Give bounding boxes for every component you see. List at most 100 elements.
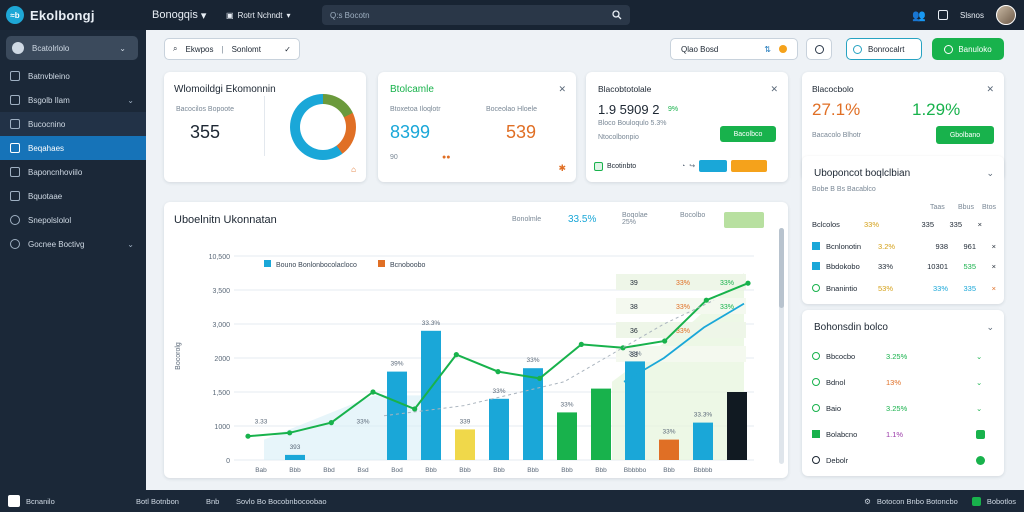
bar-label: 339 — [460, 418, 471, 425]
filter-dropdown[interactable]: ⌕ Ekwpos | Sonlomt ✓ — [164, 38, 300, 60]
chevron-down-icon[interactable]: ⌄ — [986, 322, 994, 332]
breakdown-panel: Bohonsdin bolco ⌄ Bbcocbo 3.25% ⌄ Bdnol … — [802, 310, 1004, 476]
avatar[interactable] — [996, 5, 1016, 25]
sidebar-item-6[interactable]: Snepolslolol — [0, 208, 146, 232]
settings-icon[interactable]: ⚙ — [864, 496, 871, 506]
home-icon[interactable]: ⌂ — [351, 165, 356, 174]
window-icon[interactable] — [937, 10, 948, 20]
chevron-down-icon: ⌄ — [127, 95, 134, 105]
table-cell: 33% — [676, 328, 690, 335]
bar — [285, 454, 305, 460]
chevron-icon[interactable]: ⌄ — [976, 403, 983, 413]
sidebar-item-3[interactable]: Beqahaes — [0, 136, 146, 160]
kpi2-title: Btolcamle — [390, 84, 434, 95]
search-icon: ⌕ — [173, 44, 178, 53]
kpi3-sub: Bloco Bouloqulo 5.3% — [598, 120, 667, 127]
table-cell: 33 — [630, 352, 638, 359]
chart-header-pct: 33.5% — [568, 214, 597, 225]
close-icon[interactable]: ✕ — [986, 84, 994, 94]
sidebar-item-2[interactable]: Bucocnino — [0, 112, 146, 136]
sidebar-item-0[interactable]: Batnvbleino — [0, 64, 146, 88]
footer-item[interactable]: Botl Botnbon — [136, 496, 179, 506]
row-b: 33% — [932, 283, 948, 293]
gear-icon[interactable]: ✱ — [558, 163, 566, 173]
panel1-row[interactable]: Bclcolos 33% 335 335 × — [812, 214, 996, 234]
search-input[interactable]: Q:s Bocotn — [322, 5, 630, 25]
panel2-row[interactable]: Debolr — [812, 450, 996, 470]
toggle-icon[interactable] — [976, 455, 985, 465]
x-tick-label: Bbb — [493, 467, 505, 474]
panel2-row[interactable]: Bolabcno 1.1% — [812, 424, 996, 444]
sidebar-item-label: Gocnee Boctivg — [28, 239, 85, 249]
row-pct: 33% — [864, 219, 880, 229]
orange-pill[interactable] — [731, 160, 768, 172]
footer-right2[interactable]: Bobotlos — [986, 496, 1016, 506]
close-icon[interactable]: × — [991, 261, 996, 271]
close-icon[interactable]: ✕ — [558, 84, 566, 94]
chevron-icon[interactable]: ⌄ — [976, 351, 983, 361]
panel2-row[interactable]: Bbcocbo 3.25% ⌄ — [812, 346, 996, 366]
sidebar-item-label: Batnvbleino — [28, 71, 70, 81]
row-color-icon — [812, 284, 820, 292]
legend-swatch — [378, 260, 385, 267]
chat-icon[interactable]: ◔ — [681, 162, 686, 170]
chart-badge[interactable] — [724, 212, 764, 228]
workspace-switcher[interactable]: Bonogqis ▾ — [152, 9, 226, 22]
kpi3-button[interactable]: Bacolbco — [720, 126, 776, 142]
row-value: 3.25% — [886, 403, 908, 413]
summary-panel: Uboponcot boqlclbian ⌄ Bobe B Bs Bacablc… — [802, 156, 1004, 304]
chevron-down-icon[interactable]: ⌄ — [986, 168, 994, 178]
folder-icon: ▣ — [226, 10, 234, 20]
date-filter[interactable]: Qlao Bosd ⇅ — [670, 38, 798, 60]
panel1-header-b: Bbus — [958, 204, 974, 211]
app-logo[interactable]: ≈b Ekolbongj — [0, 6, 146, 24]
kpi4-button[interactable]: Gbolbano — [936, 126, 994, 144]
chevron-icon[interactable]: ⌄ — [976, 377, 983, 387]
kpi2-label-b: Boceolao Hloele — [486, 106, 537, 113]
close-icon[interactable]: ✕ — [770, 84, 778, 94]
footer-item[interactable]: Bnb — [206, 496, 220, 506]
panel1-row[interactable]: Bnanintio 53% 33% 335 × — [812, 278, 996, 298]
topbar-actions: 👥 Slsnos — [912, 5, 1016, 25]
sidebar-item-7[interactable]: Gocnee Boctivg ⌄ — [0, 232, 146, 256]
primary-button-label: Banuloko — [958, 44, 992, 54]
sidebar-user[interactable]: Bcatolrlolo ⌄ — [6, 36, 138, 60]
users-icon[interactable]: 👥 — [912, 9, 926, 22]
user-name[interactable]: Slsnos — [959, 10, 984, 20]
sidebar-item-1[interactable]: Bsgolb Ilam ⌄ — [0, 88, 146, 112]
bar-label: 39% — [390, 361, 403, 368]
y-tick-label: 1000 — [214, 424, 230, 431]
row-color-icon — [812, 242, 820, 250]
projects-menu[interactable]: ▣ Rotrt Nchndt ▾ — [226, 11, 322, 20]
footer-right1[interactable]: Botocon Bnbo Botoncbo — [876, 496, 958, 506]
outline-button[interactable]: Bonrocalrt — [846, 38, 922, 60]
blue-pill[interactable] — [699, 160, 728, 172]
panel2-row[interactable]: Baio 3.25% ⌄ — [812, 398, 996, 418]
panel2-row[interactable]: Bdnol 13% ⌄ — [812, 372, 996, 392]
kpi3-pct: 9% — [668, 106, 679, 113]
footer-item[interactable]: Sovlo Bo Bocobnbocoobao — [236, 496, 327, 506]
report-icon — [10, 167, 20, 177]
refresh-button[interactable] — [806, 38, 832, 60]
primary-button[interactable]: Banuloko — [932, 38, 1004, 60]
panel1-row[interactable]: Bcnlonotin 3.2% 938 961 × — [812, 236, 996, 256]
close-icon[interactable]: × — [991, 283, 996, 293]
sidebar-item-4[interactable]: Baponcnhoviilo — [0, 160, 146, 184]
close-icon[interactable]: × — [977, 219, 982, 229]
sidebar-item-5[interactable]: Bquotaae — [0, 184, 146, 208]
chart-scrollbar[interactable] — [779, 228, 784, 464]
row-status-icon — [812, 456, 820, 464]
close-icon[interactable]: × — [991, 241, 996, 251]
bar — [489, 398, 509, 460]
footer-left[interactable]: Bcnanilo — [26, 496, 55, 506]
x-tick-label: Bbbbb — [694, 467, 713, 474]
legend-swatch — [264, 260, 271, 267]
checkbox-icon[interactable] — [594, 161, 603, 171]
workspace-label: Bonogqis — [152, 9, 198, 21]
y-tick-label: 10,500 — [209, 254, 231, 261]
bar-label: 33.3% — [694, 412, 713, 419]
kpi3-value: 1.9 5909 2 — [598, 102, 660, 117]
panel1-row[interactable]: Bbdokobo 33% 10301 535 × — [812, 256, 996, 276]
kpi4-value-a: 27.1% — [812, 100, 861, 119]
toggle-icon[interactable] — [976, 429, 985, 439]
